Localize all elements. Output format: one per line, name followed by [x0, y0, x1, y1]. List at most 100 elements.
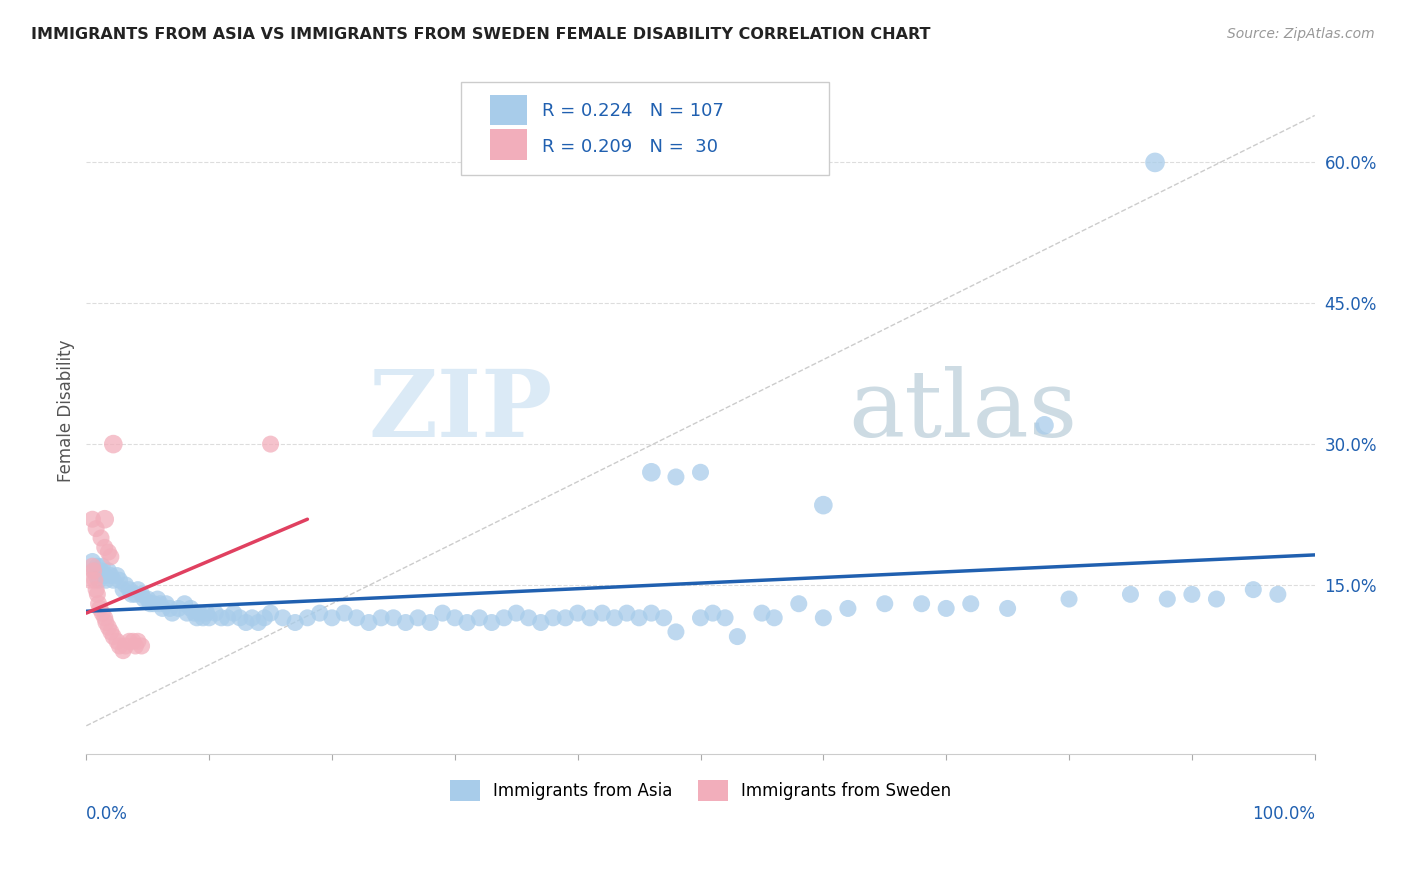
Point [217, 611, 239, 625]
Point [127, 634, 149, 648]
Point [935, 601, 957, 615]
Point [456, 615, 478, 630]
Point [1057, 592, 1080, 607]
Point [481, 615, 503, 630]
Point [628, 611, 651, 625]
Point [505, 606, 527, 620]
Point [1241, 582, 1264, 597]
Point [89, 601, 111, 615]
Point [468, 611, 491, 625]
Point [83, 564, 105, 578]
Point [131, 587, 153, 601]
Point [100, 549, 122, 564]
Point [108, 639, 131, 653]
Point [82, 554, 104, 568]
Point [162, 606, 184, 620]
Point [97, 620, 120, 634]
Point [87, 574, 110, 588]
Point [91, 559, 114, 574]
Point [86, 559, 108, 574]
Legend: Immigrants from Asia, Immigrants from Sweden: Immigrants from Asia, Immigrants from Sw… [443, 773, 957, 807]
Point [152, 601, 174, 615]
Point [432, 606, 454, 620]
Point [112, 643, 135, 657]
Point [751, 606, 773, 620]
Text: R = 0.209   N =  30: R = 0.209 N = 30 [543, 137, 718, 156]
Point [83, 574, 105, 588]
FancyBboxPatch shape [491, 128, 527, 160]
Point [103, 630, 125, 644]
Point [567, 606, 589, 620]
Point [132, 592, 155, 607]
Point [284, 615, 307, 630]
Point [131, 639, 153, 653]
Point [186, 611, 208, 625]
Point [176, 606, 198, 620]
Point [346, 611, 368, 625]
Point [112, 582, 135, 597]
Point [105, 634, 128, 648]
FancyBboxPatch shape [461, 82, 830, 175]
Point [97, 564, 120, 578]
Point [253, 611, 276, 625]
Point [84, 522, 107, 536]
Point [204, 606, 226, 620]
Point [82, 559, 104, 574]
Point [124, 587, 146, 601]
Point [100, 624, 122, 639]
Point [240, 611, 263, 625]
Point [155, 597, 177, 611]
Point [813, 611, 835, 625]
Point [997, 601, 1019, 615]
Point [247, 615, 270, 630]
Point [1267, 587, 1289, 601]
Point [180, 601, 202, 615]
Point [689, 611, 711, 625]
Point [787, 597, 810, 611]
Point [90, 564, 112, 578]
Point [103, 574, 125, 588]
Point [1119, 587, 1142, 601]
Point [308, 606, 330, 620]
Text: ZIP: ZIP [368, 367, 553, 456]
Point [79, 574, 101, 588]
Point [640, 465, 662, 479]
Point [640, 606, 662, 620]
Point [93, 512, 115, 526]
Point [665, 624, 688, 639]
Point [198, 611, 221, 625]
Point [159, 601, 181, 615]
Point [579, 611, 602, 625]
Point [229, 611, 252, 625]
Point [259, 606, 281, 620]
FancyBboxPatch shape [491, 95, 527, 126]
Point [87, 597, 110, 611]
Point [603, 611, 626, 625]
Point [91, 606, 114, 620]
Point [127, 582, 149, 597]
Point [1033, 418, 1056, 433]
Text: atlas: atlas [848, 367, 1077, 456]
Point [94, 574, 117, 588]
Point [591, 606, 613, 620]
Point [517, 611, 540, 625]
Point [813, 498, 835, 512]
Point [702, 606, 724, 620]
Point [191, 611, 214, 625]
Text: Source: ZipAtlas.com: Source: ZipAtlas.com [1227, 27, 1375, 41]
Point [139, 597, 162, 611]
Point [763, 611, 786, 625]
Point [114, 578, 136, 592]
Point [530, 615, 553, 630]
Text: 0.0%: 0.0% [86, 805, 128, 823]
Point [382, 611, 405, 625]
Point [84, 568, 107, 582]
Point [122, 634, 145, 648]
Point [173, 597, 195, 611]
Point [83, 564, 105, 578]
Point [395, 615, 418, 630]
Text: 100.0%: 100.0% [1251, 805, 1315, 823]
Point [259, 437, 281, 451]
Point [93, 568, 115, 582]
Point [136, 592, 159, 607]
